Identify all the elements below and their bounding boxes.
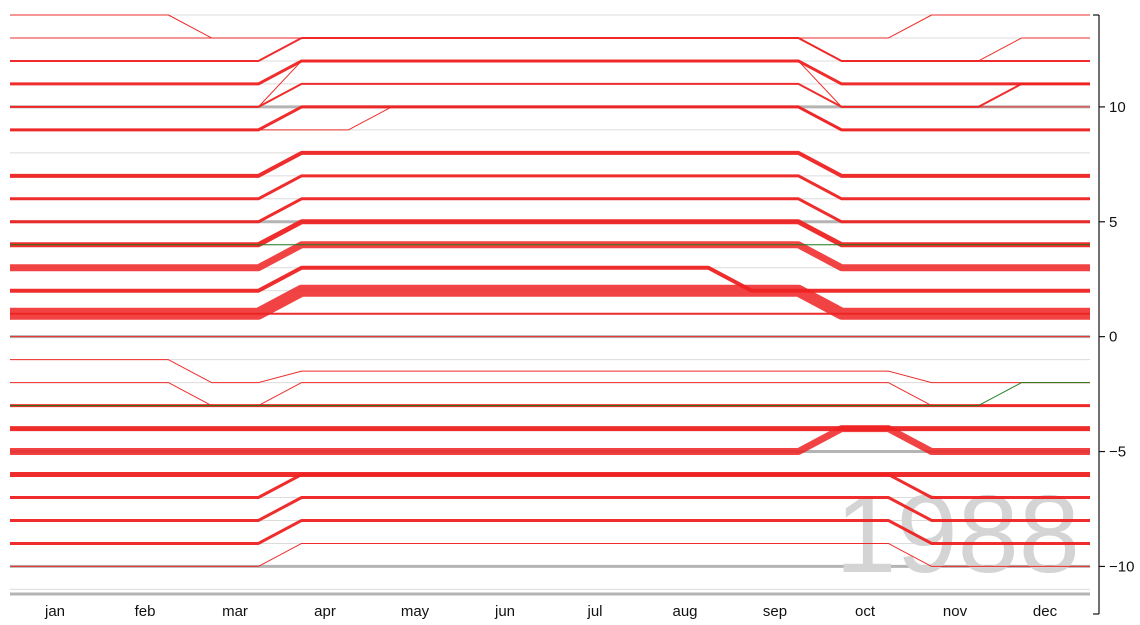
series-line (10, 106, 1090, 131)
year-watermark: 1988 (835, 473, 1080, 596)
series-line (10, 241, 1090, 272)
series-line (10, 359, 1090, 384)
series-line (10, 150, 1090, 178)
series-line (10, 496, 1090, 522)
x-tick-label: jul (586, 603, 602, 620)
series-line (10, 174, 1090, 201)
y-axis: 10 5 0 −5 −10 (1093, 14, 1134, 615)
series-line (10, 105, 1090, 132)
y-tick-label: −5 (1109, 444, 1126, 461)
series-line (10, 518, 1090, 545)
series-line (10, 59, 1090, 86)
x-tick-label: apr (314, 603, 336, 620)
series-lines (10, 14, 1090, 567)
x-tick-label: feb (135, 603, 156, 620)
x-tick-label: jan (44, 603, 65, 620)
series-line (10, 382, 1090, 407)
series-line (10, 284, 1090, 320)
y-tick-label: 10 (1109, 99, 1126, 116)
series-line (10, 425, 1090, 456)
series-line (10, 82, 1090, 108)
series-line (10, 473, 1090, 499)
x-tick-label: sep (763, 603, 787, 620)
series-line (10, 36, 1090, 62)
x-tick-label: dec (1033, 603, 1058, 620)
x-tick-label: may (401, 603, 430, 620)
x-tick-label: oct (855, 603, 876, 620)
series-line (10, 14, 1090, 39)
series-line (10, 37, 1090, 62)
x-axis: jan feb mar apr may jun jul aug sep oct nov dec (44, 603, 1058, 620)
series-line (10, 265, 1090, 293)
y-tick-label: 0 (1109, 329, 1117, 346)
x-tick-label: jun (494, 603, 515, 620)
series-line (10, 382, 1090, 407)
series-line (10, 197, 1090, 224)
x-tick-label: aug (672, 603, 697, 620)
x-tick-label: mar (222, 603, 248, 620)
y-tick-label: −10 (1109, 558, 1134, 575)
y-tick-label: 5 (1109, 214, 1117, 231)
series-line (10, 542, 1090, 567)
x-tick-label: nov (943, 603, 968, 620)
